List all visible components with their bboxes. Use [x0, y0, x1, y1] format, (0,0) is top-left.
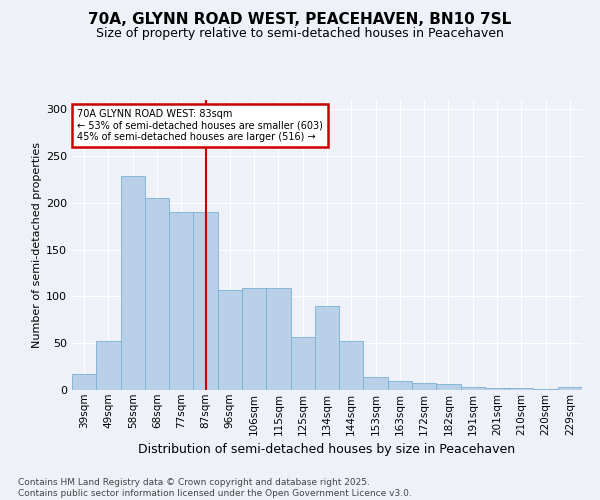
Bar [193, 212, 218, 390]
X-axis label: Distribution of semi-detached houses by size in Peacehaven: Distribution of semi-detached houses by … [139, 443, 515, 456]
Bar [169, 212, 193, 390]
Bar [339, 342, 364, 390]
Text: 70A, GLYNN ROAD WEST, PEACEHAVEN, BN10 7SL: 70A, GLYNN ROAD WEST, PEACEHAVEN, BN10 7… [88, 12, 512, 28]
Y-axis label: Number of semi-detached properties: Number of semi-detached properties [32, 142, 42, 348]
Bar [509, 388, 533, 390]
Bar [242, 288, 266, 390]
Bar [412, 384, 436, 390]
Bar [266, 288, 290, 390]
Bar [558, 387, 582, 390]
Bar [533, 389, 558, 390]
Bar [290, 336, 315, 390]
Bar [485, 388, 509, 390]
Bar [436, 384, 461, 390]
Bar [315, 306, 339, 390]
Bar [218, 290, 242, 390]
Bar [145, 198, 169, 390]
Bar [96, 342, 121, 390]
Text: Contains HM Land Registry data © Crown copyright and database right 2025.
Contai: Contains HM Land Registry data © Crown c… [18, 478, 412, 498]
Bar [364, 377, 388, 390]
Text: Size of property relative to semi-detached houses in Peacehaven: Size of property relative to semi-detach… [96, 28, 504, 40]
Bar [121, 176, 145, 390]
Bar [388, 380, 412, 390]
Text: 70A GLYNN ROAD WEST: 83sqm
← 53% of semi-detached houses are smaller (603)
45% o: 70A GLYNN ROAD WEST: 83sqm ← 53% of semi… [77, 108, 323, 142]
Bar [461, 387, 485, 390]
Bar [72, 374, 96, 390]
